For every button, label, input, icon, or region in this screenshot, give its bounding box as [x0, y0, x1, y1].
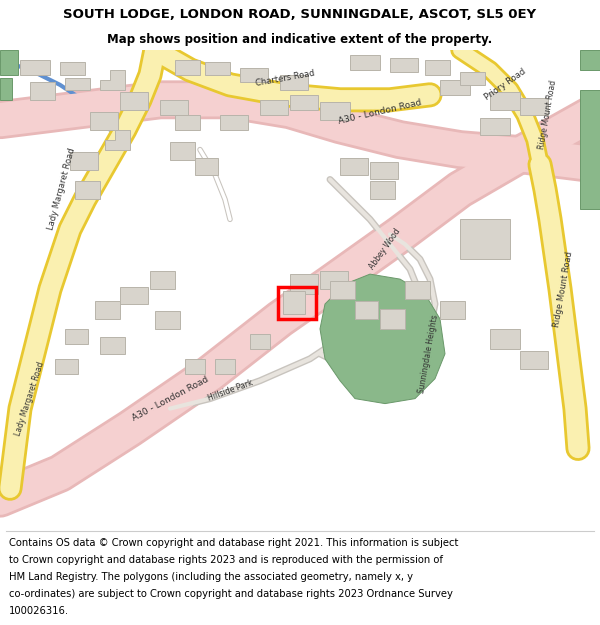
Polygon shape: [370, 161, 398, 179]
Polygon shape: [55, 359, 78, 374]
Polygon shape: [195, 158, 218, 174]
Text: Priory Road: Priory Road: [482, 68, 527, 102]
Polygon shape: [170, 142, 195, 159]
Polygon shape: [205, 62, 230, 75]
Polygon shape: [240, 68, 268, 82]
Polygon shape: [0, 50, 18, 75]
Polygon shape: [20, 60, 50, 75]
Polygon shape: [580, 50, 600, 70]
Text: Abbey Wood: Abbey Wood: [368, 227, 403, 271]
Polygon shape: [160, 100, 188, 115]
Polygon shape: [100, 70, 125, 90]
Polygon shape: [100, 337, 125, 354]
Polygon shape: [280, 75, 308, 90]
Polygon shape: [520, 351, 548, 369]
Polygon shape: [490, 92, 520, 110]
Polygon shape: [30, 82, 55, 100]
Polygon shape: [340, 158, 368, 174]
Polygon shape: [290, 274, 318, 294]
Text: Contains OS data © Crown copyright and database right 2021. This information is : Contains OS data © Crown copyright and d…: [9, 538, 458, 548]
Polygon shape: [65, 329, 88, 344]
Polygon shape: [175, 115, 200, 129]
Polygon shape: [355, 301, 378, 319]
Text: A30 - London Road: A30 - London Road: [337, 98, 422, 126]
Polygon shape: [580, 90, 600, 209]
Polygon shape: [480, 118, 510, 134]
Polygon shape: [440, 301, 465, 319]
Polygon shape: [150, 271, 175, 289]
Polygon shape: [105, 129, 130, 149]
Polygon shape: [60, 62, 85, 75]
Polygon shape: [70, 152, 98, 169]
Polygon shape: [283, 291, 305, 314]
Text: Ridge Mount Road: Ridge Mount Road: [538, 79, 559, 150]
Text: Hillside Park: Hillside Park: [206, 378, 254, 403]
Polygon shape: [215, 359, 235, 374]
Text: A30 - London Road: A30 - London Road: [130, 374, 210, 423]
Text: Sunningdale Heights: Sunningdale Heights: [416, 314, 439, 394]
Polygon shape: [490, 329, 520, 349]
Polygon shape: [320, 102, 350, 120]
Text: to Crown copyright and database rights 2023 and is reproduced with the permissio: to Crown copyright and database rights 2…: [9, 555, 443, 565]
Polygon shape: [425, 60, 450, 75]
Polygon shape: [370, 181, 395, 199]
Text: co-ordinates) are subject to Crown copyright and database rights 2023 Ordnance S: co-ordinates) are subject to Crown copyr…: [9, 589, 453, 599]
Polygon shape: [0, 78, 12, 100]
Polygon shape: [90, 112, 118, 129]
Polygon shape: [390, 58, 418, 72]
Text: 100026316.: 100026316.: [9, 606, 69, 616]
Polygon shape: [290, 95, 318, 110]
Polygon shape: [405, 281, 430, 299]
Polygon shape: [95, 301, 120, 319]
Polygon shape: [250, 334, 270, 349]
Polygon shape: [460, 219, 510, 259]
Polygon shape: [260, 100, 288, 115]
Polygon shape: [75, 181, 100, 199]
Polygon shape: [120, 287, 148, 304]
Polygon shape: [120, 92, 148, 110]
Text: Ridge Mount Road: Ridge Mount Road: [552, 251, 574, 328]
Polygon shape: [65, 78, 90, 90]
Text: Lady Margaret Road: Lady Margaret Road: [47, 148, 77, 231]
Polygon shape: [380, 309, 405, 329]
Polygon shape: [320, 274, 445, 404]
Polygon shape: [175, 60, 200, 75]
Polygon shape: [185, 359, 205, 374]
Polygon shape: [460, 72, 485, 85]
Polygon shape: [520, 98, 548, 115]
Text: HM Land Registry. The polygons (including the associated geometry, namely x, y: HM Land Registry. The polygons (includin…: [9, 572, 413, 582]
Polygon shape: [330, 281, 355, 299]
Polygon shape: [220, 115, 248, 129]
Polygon shape: [320, 271, 348, 289]
Text: Charters Road: Charters Road: [254, 68, 316, 88]
Text: Lady Margaret Road: Lady Margaret Road: [14, 361, 46, 437]
Polygon shape: [350, 55, 380, 70]
Bar: [278, 287, 316, 319]
Text: SOUTH LODGE, LONDON ROAD, SUNNINGDALE, ASCOT, SL5 0EY: SOUTH LODGE, LONDON ROAD, SUNNINGDALE, A…: [64, 8, 536, 21]
Polygon shape: [155, 311, 180, 329]
Polygon shape: [440, 80, 470, 95]
Text: Map shows position and indicative extent of the property.: Map shows position and indicative extent…: [107, 32, 493, 46]
